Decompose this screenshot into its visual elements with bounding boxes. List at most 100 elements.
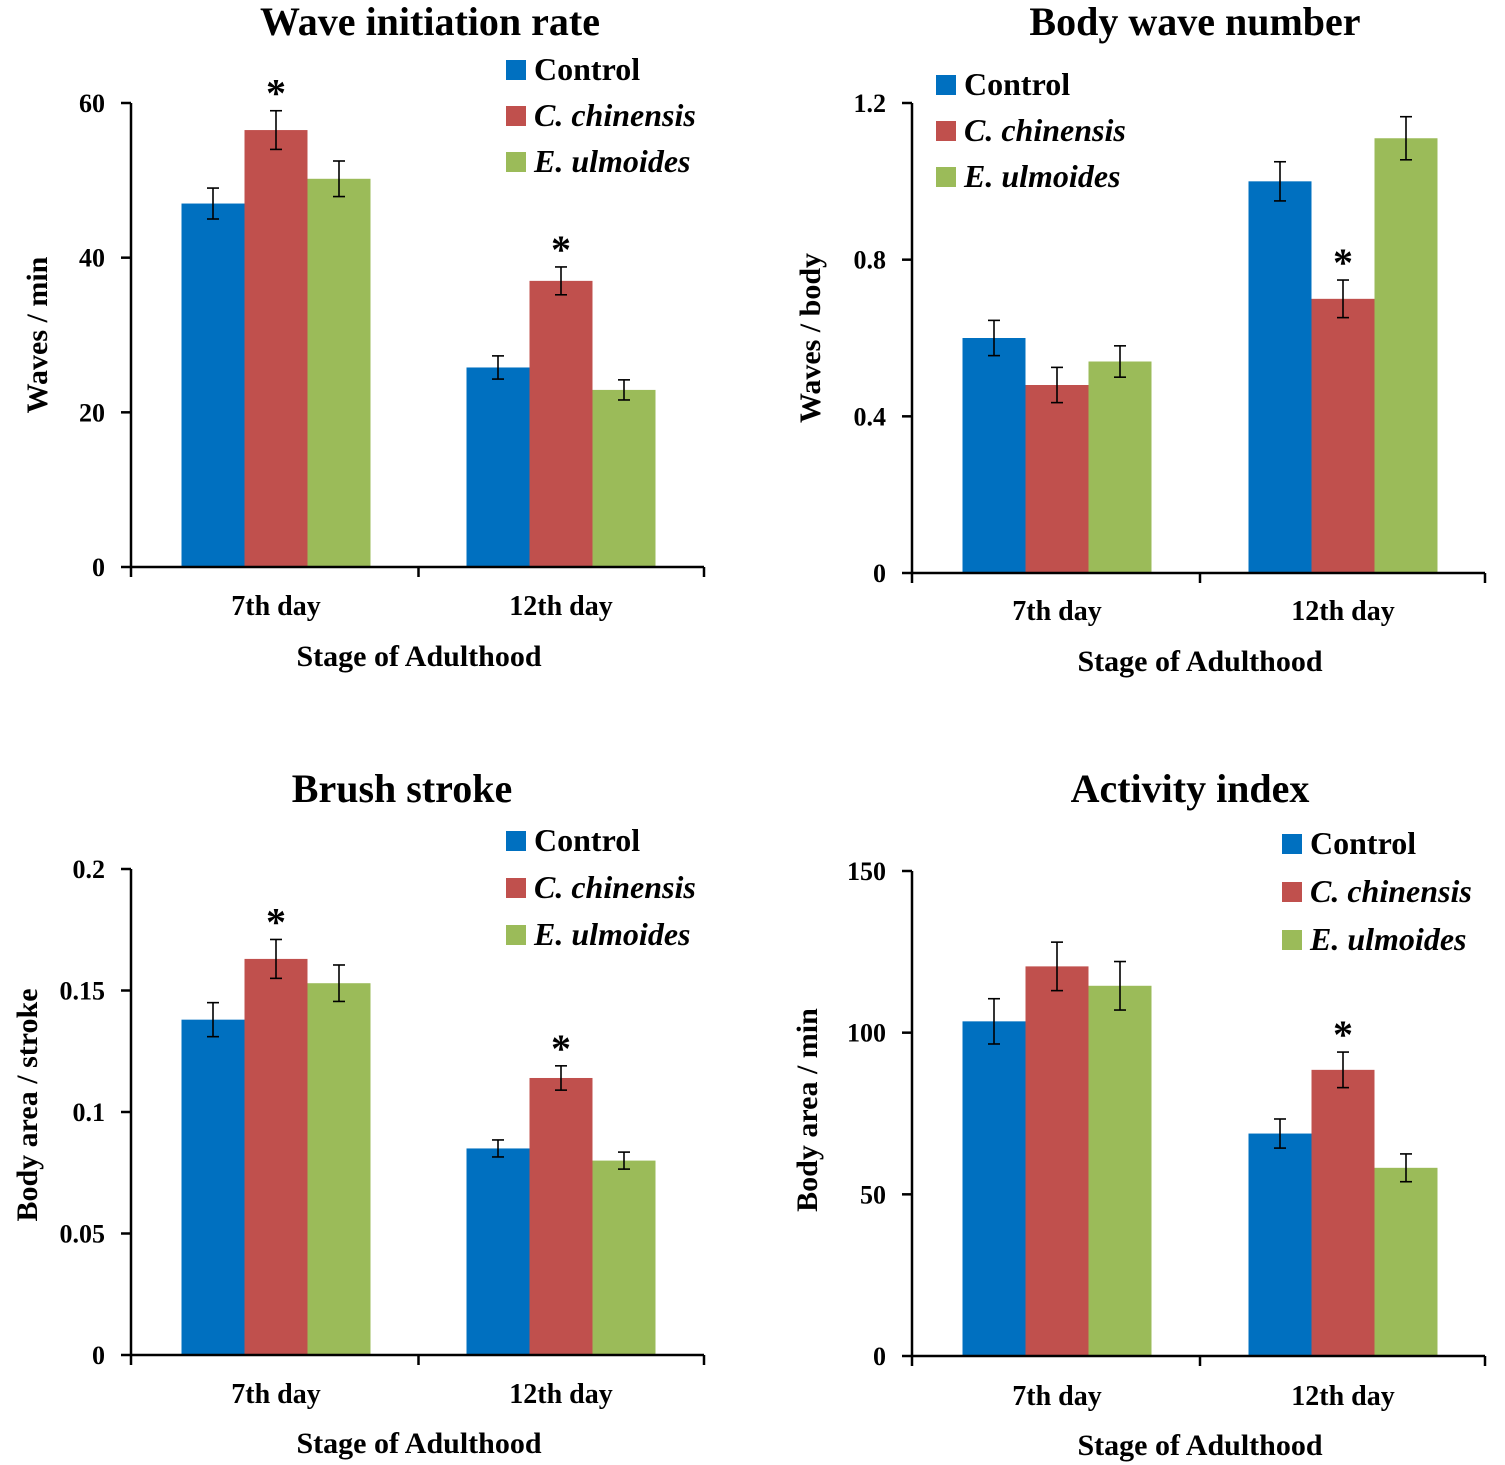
x-tick-label: 7th day <box>1012 1381 1101 1412</box>
bar-e-ulmoides-7th-day <box>307 983 371 1355</box>
legend-swatch-c-chinensis <box>506 106 526 126</box>
bar-e-ulmoides-12th-day <box>592 389 656 567</box>
error-bar-control-7th-day <box>207 187 219 220</box>
legend: Control C. chinensis E. ulmoides <box>936 66 1126 194</box>
bar-control-7th-day <box>181 203 245 568</box>
legend-label-control: Control <box>534 51 640 87</box>
bar-e-ulmoides-12th-day <box>1374 138 1438 573</box>
bar-control-7th-day <box>181 1019 245 1355</box>
legend-label-control: Control <box>964 66 1070 102</box>
error-bar-c-chinensis-7th-day <box>270 109 282 151</box>
significance-star: * <box>266 71 286 116</box>
legend-label-e-ulmoides: E. ulmoides <box>533 916 690 952</box>
x-axis-label: Stage of Adulthood <box>1077 1429 1322 1462</box>
error-bar-e-ulmoides-7th-day <box>1114 960 1126 1011</box>
legend-label-e-ulmoides: E. ulmoides <box>963 158 1120 194</box>
x-tick-label: 12th day <box>1291 596 1394 627</box>
error-bar-c-chinensis-7th-day <box>1051 941 1063 992</box>
y-tick-label: 0.8 <box>854 246 887 275</box>
y-tick-label: 100 <box>847 1019 886 1048</box>
x-tick-label: 7th day <box>1012 596 1101 627</box>
y-axis-label: Body area / min <box>791 1008 824 1212</box>
bar-c-chinensis-7th-day <box>1025 966 1089 1356</box>
legend-swatch-c-chinensis <box>1282 882 1302 902</box>
error-bar-c-chinensis-7th-day <box>1051 366 1063 404</box>
y-tick-label: 150 <box>847 857 886 886</box>
chart-title: Brush stroke <box>292 766 512 811</box>
y-tick-label: 0.05 <box>60 1220 106 1249</box>
bar-c-chinensis-7th-day <box>1025 385 1089 573</box>
error-bar-control-7th-day <box>988 997 1000 1045</box>
error-bar-c-chinensis-7th-day <box>270 938 282 980</box>
chart-panel-activity-index: Activity index Body area / min Stage of Ad… <box>791 766 1487 1462</box>
y-axis-label: Body area / stroke <box>11 988 44 1221</box>
x-tick-label: 7th day <box>231 1379 320 1410</box>
legend-swatch-e-ulmoides <box>1282 930 1302 950</box>
error-bar-control-12th-day <box>1274 160 1286 202</box>
y-tick-label: 60 <box>79 89 105 118</box>
significance-star: * <box>1333 240 1353 285</box>
chart-panel-brush-stroke: Brush stroke Body area / stroke Stage of A… <box>11 766 706 1460</box>
y-tick-label: 0.1 <box>73 1098 106 1127</box>
error-bar-control-7th-day <box>988 319 1000 357</box>
bar-c-chinensis-12th-day <box>1311 1069 1375 1356</box>
legend-swatch-e-ulmoides <box>506 925 526 945</box>
error-bar-e-ulmoides-12th-day <box>1400 1153 1412 1183</box>
bar-control-12th-day <box>1248 1133 1312 1356</box>
x-axis-label: Stage of Adulthood <box>296 1427 541 1460</box>
legend-label-e-ulmoides: E. ulmoides <box>1309 921 1466 957</box>
bar-e-ulmoides-12th-day <box>592 1160 656 1355</box>
legend-swatch-control <box>936 75 956 95</box>
x-tick-label: 12th day <box>509 591 612 622</box>
x-tick-label: 12th day <box>509 1379 612 1410</box>
bar-e-ulmoides-7th-day <box>1088 985 1152 1356</box>
bar-c-chinensis-12th-day <box>1311 298 1375 573</box>
error-bar-c-chinensis-12th-day <box>1337 279 1349 319</box>
bar-control-12th-day <box>466 367 530 567</box>
legend-swatch-control <box>1282 834 1302 854</box>
y-tick-label: 0 <box>873 1342 886 1371</box>
legend-swatch-e-ulmoides <box>936 167 956 187</box>
y-tick-label: 0 <box>92 1341 105 1370</box>
bar-e-ulmoides-7th-day <box>1088 361 1152 573</box>
bar-control-12th-day <box>466 1148 530 1355</box>
legend: Control C. chinensis E. ulmoides <box>506 51 696 179</box>
y-tick-label: 50 <box>860 1180 886 1209</box>
y-tick-label: 0.4 <box>854 402 887 431</box>
legend-swatch-c-chinensis <box>506 878 526 898</box>
error-bar-e-ulmoides-7th-day <box>1114 345 1126 378</box>
legend-swatch-control <box>506 831 526 851</box>
bar-control-12th-day <box>1248 181 1312 574</box>
y-tick-label: 40 <box>79 244 105 273</box>
chart-title: Wave initiation rate <box>260 0 600 44</box>
y-tick-label: 0.15 <box>60 977 106 1006</box>
chart-title: Body wave number <box>1029 0 1360 44</box>
bar-c-chinensis-7th-day <box>244 130 308 568</box>
error-bar-c-chinensis-12th-day <box>555 266 567 296</box>
bar-c-chinensis-7th-day <box>244 958 308 1355</box>
significance-star: * <box>266 899 286 944</box>
legend-label-c-chinensis: C. chinensis <box>534 869 696 905</box>
y-tick-label: 1.2 <box>854 89 887 118</box>
legend-label-c-chinensis: C. chinensis <box>534 97 696 133</box>
bar-c-chinensis-12th-day <box>529 280 593 567</box>
significance-star: * <box>551 1026 571 1071</box>
chart-panel-wave-initiation-rate: Wave initiation rate Waves / min Stage of … <box>21 0 706 673</box>
legend-label-control: Control <box>534 822 640 858</box>
error-bar-control-12th-day <box>1274 1118 1286 1149</box>
x-tick-label: 12th day <box>1291 1381 1394 1412</box>
y-tick-label: 0 <box>873 559 886 588</box>
error-bar-e-ulmoides-12th-day <box>618 1151 630 1170</box>
error-bar-control-12th-day <box>492 355 504 380</box>
bar-e-ulmoides-12th-day <box>1374 1167 1438 1356</box>
chart-title: Activity index <box>1071 766 1310 811</box>
y-axis-label: Waves / body <box>794 253 827 423</box>
x-tick-label: 7th day <box>231 591 320 622</box>
error-bar-e-ulmoides-12th-day <box>1400 115 1412 161</box>
bar-c-chinensis-12th-day <box>529 1077 593 1355</box>
error-bar-e-ulmoides-7th-day <box>333 964 345 1003</box>
error-bar-e-ulmoides-7th-day <box>333 160 345 198</box>
bar-control-7th-day <box>962 338 1026 573</box>
legend-label-control: Control <box>1310 825 1416 861</box>
